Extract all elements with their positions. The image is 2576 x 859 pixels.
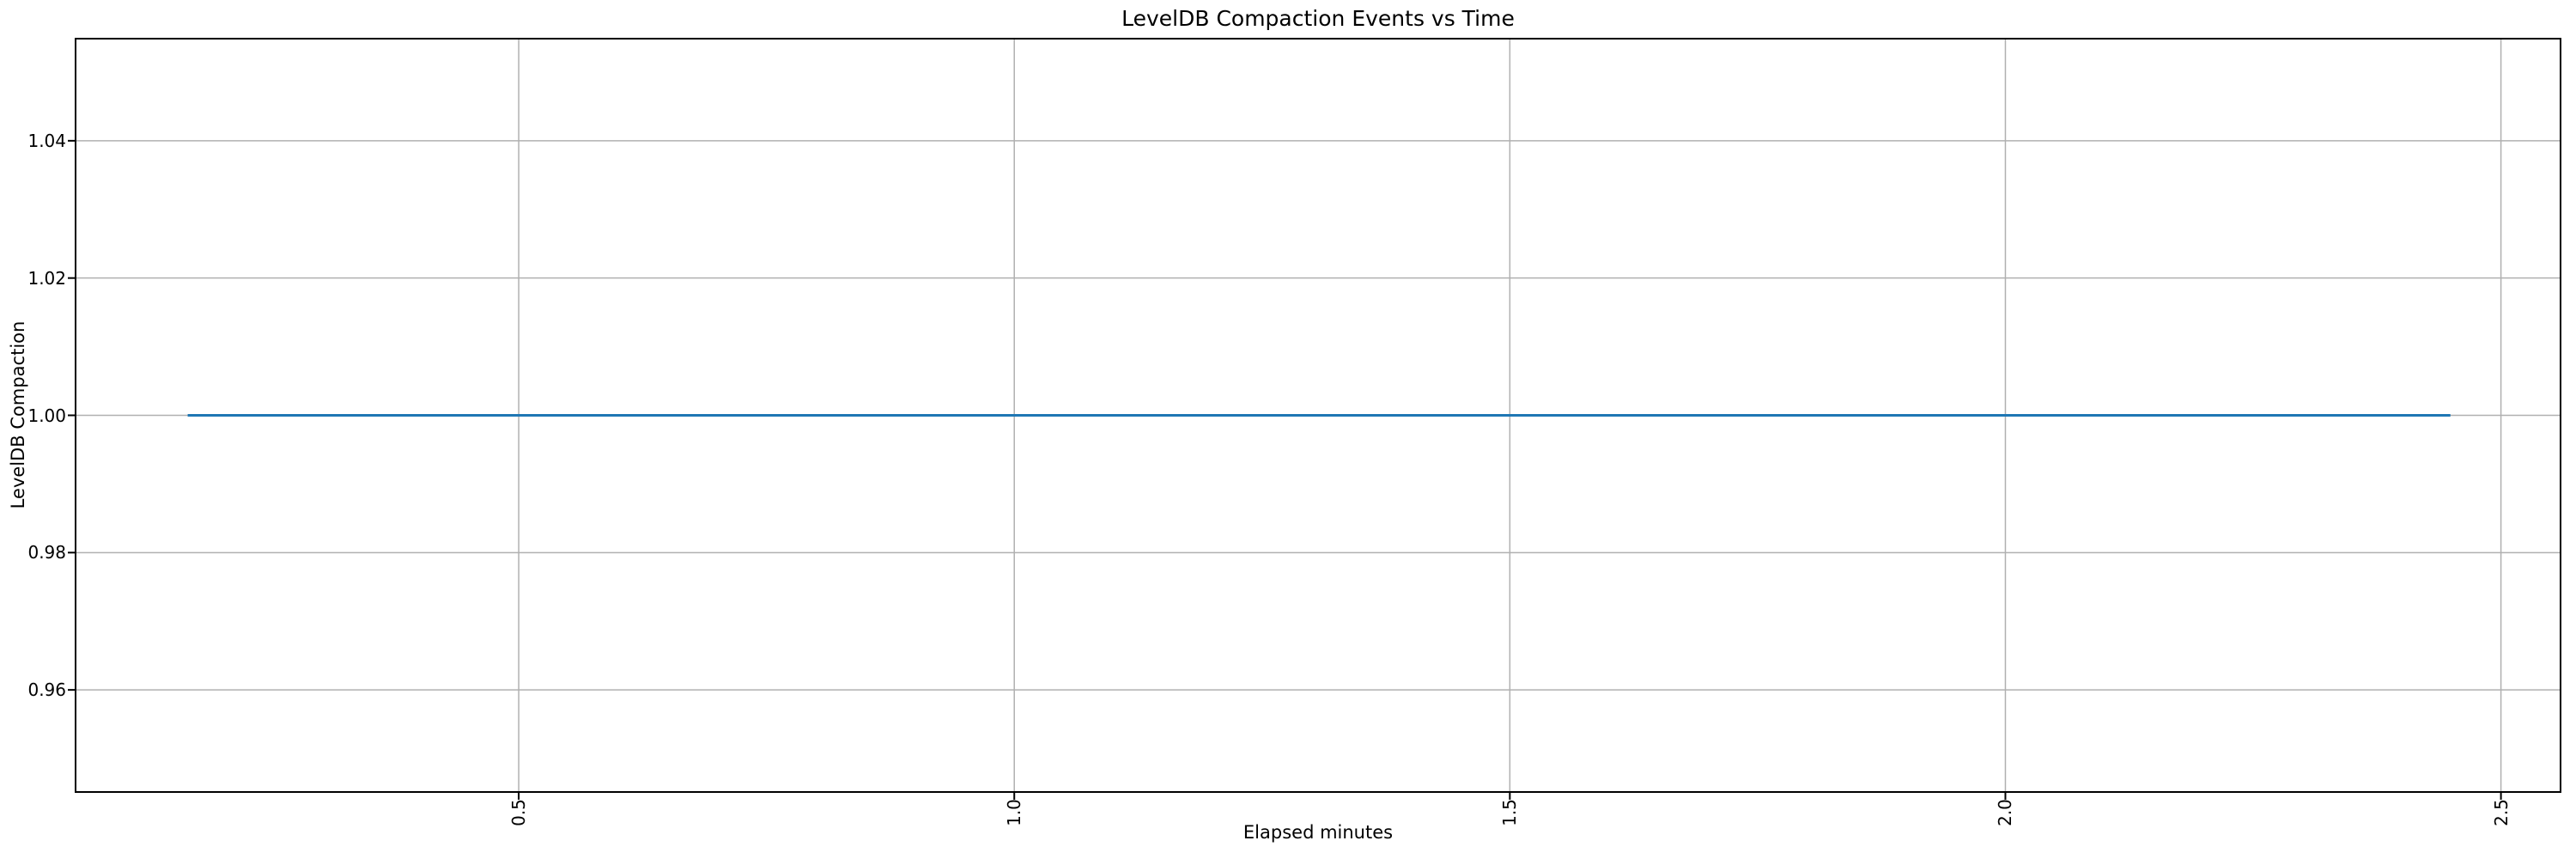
y-tick-label: 0.96 <box>27 679 66 701</box>
x-tick-label: 2.0 <box>1995 799 2016 826</box>
plot-canvas <box>68 38 2561 800</box>
x-tick-label: 1.0 <box>1004 799 1025 826</box>
y-tick-label: 1.00 <box>27 405 66 426</box>
x-tick-label: 2.5 <box>2490 799 2512 826</box>
x-axis-label: Elapsed minutes <box>1242 822 1394 843</box>
x-tick-label: 1.5 <box>1499 799 1521 826</box>
chart-title: LevelDB Compaction Events vs Time <box>1121 6 1515 31</box>
axes-spines <box>75 38 2561 793</box>
plot-area <box>68 38 2561 800</box>
x-tick-label: 0.5 <box>508 799 530 826</box>
y-tick-label: 1.04 <box>27 130 66 151</box>
y-tick-label: 0.98 <box>27 542 66 564</box>
y-tick-label: 1.02 <box>27 267 66 289</box>
